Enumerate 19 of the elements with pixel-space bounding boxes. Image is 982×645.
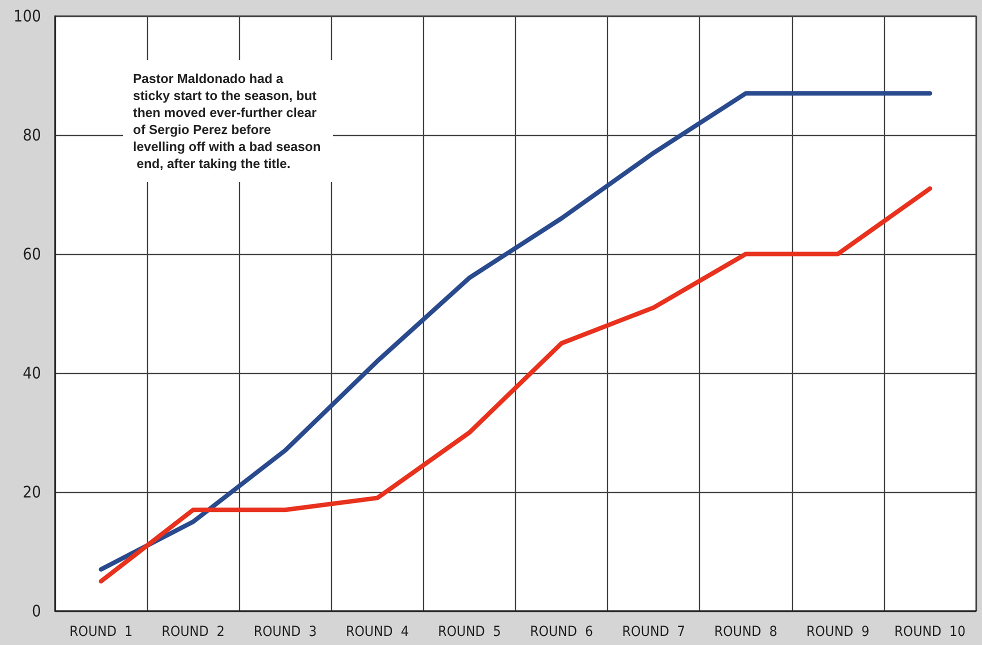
y-tick-label: 20: [22, 482, 41, 502]
x-tick-label: ROUND 8: [714, 624, 778, 640]
annotation: Pastor Maldonado had a sticky start to the season, but then moved ever-further clear of Sergio Perez before levelling off with a bad season end, after taking the title.: [133, 71, 321, 171]
x-tick-label: ROUND 2: [162, 624, 225, 640]
x-tick-label: ROUND 5: [438, 624, 501, 640]
x-tick-label: ROUND 1: [70, 624, 133, 640]
line-series: [98, 186, 932, 584]
y-tick-label: 80: [22, 126, 41, 144]
x-tick-label: ROUND 3: [254, 624, 317, 640]
x-tick-label: ROUND 4: [346, 624, 409, 640]
x-tick-label: ROUND 6: [530, 624, 594, 640]
line-series: [98, 91, 932, 572]
x-tick-label: ROUND 10: [894, 624, 966, 640]
y-tick-label: 40: [22, 364, 41, 382]
x-tick-label: ROUND 9: [806, 624, 870, 640]
y-tick-label: 0: [32, 602, 41, 620]
y-tick-label: 60: [22, 244, 41, 264]
x-tick-label: ROUND 7: [622, 624, 686, 640]
y-tick-label: 100: [14, 6, 41, 26]
